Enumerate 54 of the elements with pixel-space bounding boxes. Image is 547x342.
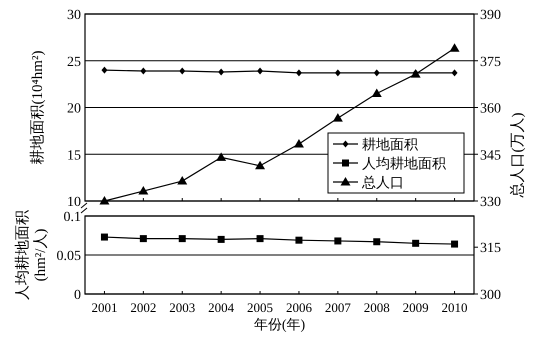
x-tick-label: 2003 xyxy=(169,300,196,315)
point xyxy=(99,196,110,204)
x-tick-label: 2006 xyxy=(286,300,312,315)
x-tick-label: 2001 xyxy=(91,300,118,315)
y2-tick-label: 390 xyxy=(480,8,501,23)
point xyxy=(138,186,148,195)
point xyxy=(216,152,226,161)
point xyxy=(332,113,343,122)
y-axis-title: 人均耕地面积 (hm²/人) xyxy=(14,210,49,300)
point xyxy=(451,240,458,248)
point xyxy=(334,237,342,244)
y2-tick-label: 345 xyxy=(480,148,501,164)
y2-tick-label: 330 xyxy=(480,195,501,210)
x-axis-title: 年份(年) xyxy=(254,317,306,333)
x-tick-label: 2002 xyxy=(130,300,156,315)
x-tick-label: 2004 xyxy=(208,300,235,315)
x-tick-label: 2009 xyxy=(402,300,429,315)
y-tick-label: 0 xyxy=(74,288,81,303)
point xyxy=(450,43,460,52)
point xyxy=(255,160,266,170)
point xyxy=(372,88,382,97)
point xyxy=(256,235,264,242)
x-tick-label: 2010 xyxy=(442,300,468,315)
y-tick-label: 15 xyxy=(67,148,81,164)
y2-tick-label: 300 xyxy=(480,288,501,303)
point xyxy=(294,138,304,148)
x-tick-label: 2005 xyxy=(247,300,274,315)
y2-axis-title: 总人口(万人) xyxy=(509,112,526,198)
legend-item: 人均耕地面积 xyxy=(333,157,446,172)
y2-tick-label: 360 xyxy=(480,102,501,116)
legend-item: 耕地面积 xyxy=(333,138,418,153)
x-tick-label: 2008 xyxy=(364,300,390,315)
legend-label: 耕地面积 xyxy=(362,137,418,153)
y-tick-label: 25 xyxy=(67,54,81,70)
x-tick-label: 2007 xyxy=(324,300,352,315)
point xyxy=(218,236,225,243)
point xyxy=(100,234,108,241)
point xyxy=(373,238,380,246)
legend-label: 人均耕地面积 xyxy=(362,156,446,172)
y-tick-label: 0.05 xyxy=(56,249,81,264)
y-tick-label: 20 xyxy=(67,102,81,116)
point xyxy=(295,236,302,244)
y-axis-title: 耕地面积(10⁴hm²) xyxy=(29,50,46,164)
point xyxy=(412,240,420,247)
point xyxy=(177,176,188,185)
y2-tick-label: 315 xyxy=(480,241,501,256)
y2-tick-label: 375 xyxy=(480,54,501,70)
legend-label: 总人口 xyxy=(361,175,404,191)
y-tick-label: 10 xyxy=(67,195,81,210)
point xyxy=(178,235,186,242)
y-tick-label: 0.1 xyxy=(64,210,81,225)
point xyxy=(140,235,147,242)
y-tick-label: 30 xyxy=(67,8,81,23)
legend-item: 总人口 xyxy=(333,176,404,191)
